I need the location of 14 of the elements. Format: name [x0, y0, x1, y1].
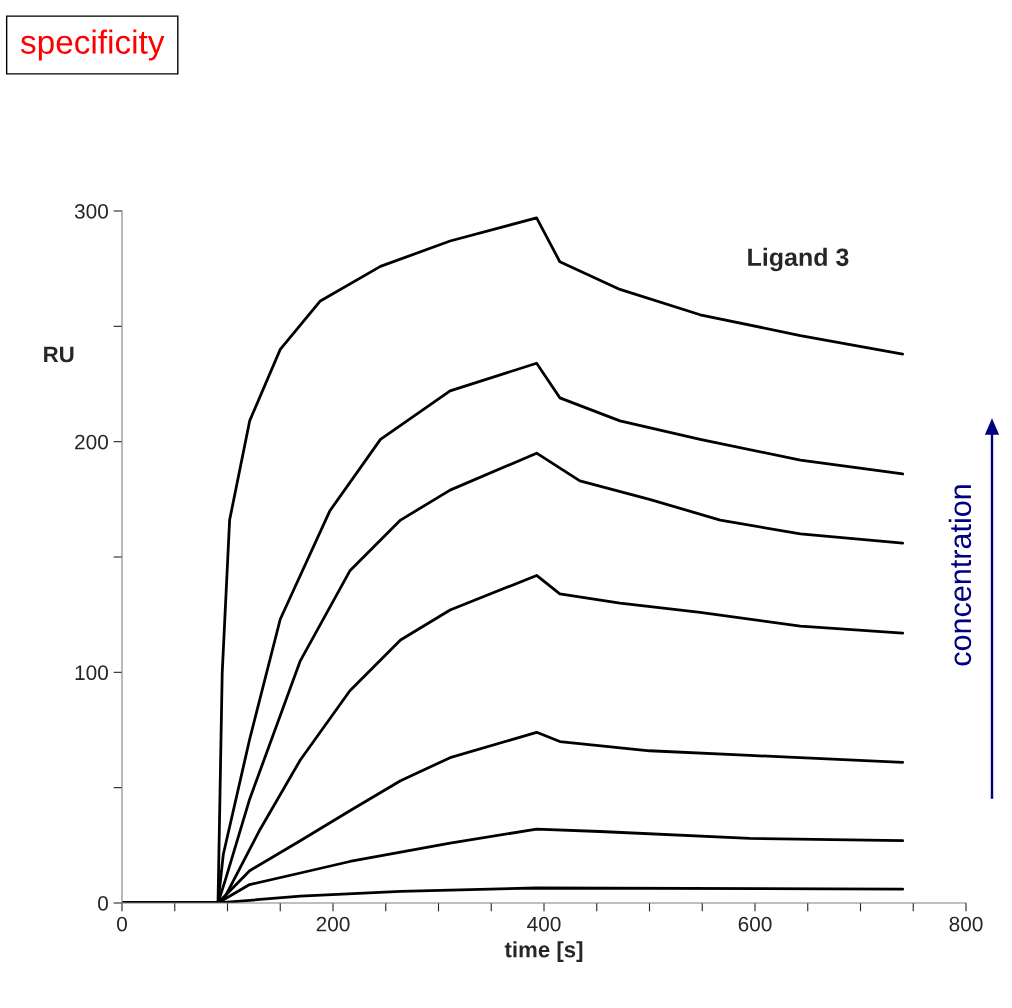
x-axis-title: time [s]: [504, 941, 583, 962]
x-tick-label: 0: [117, 916, 127, 932]
chart-title: specificity: [20, 29, 165, 61]
x-tick-label: 200: [316, 916, 350, 932]
y-tick-label: 200: [75, 434, 108, 450]
x-tick-label: 400: [527, 916, 561, 932]
annotation: concentration: [948, 485, 972, 666]
x-tick-label: 800: [949, 916, 983, 932]
x-tick-label: 600: [738, 916, 772, 932]
y-tick-label: 0: [98, 896, 108, 911]
y-tick-label: 300: [74, 204, 108, 219]
annotation: Ligand 3: [748, 247, 849, 272]
y-axis-title: RU: [44, 346, 74, 363]
y-tick-label: 100: [75, 665, 108, 681]
